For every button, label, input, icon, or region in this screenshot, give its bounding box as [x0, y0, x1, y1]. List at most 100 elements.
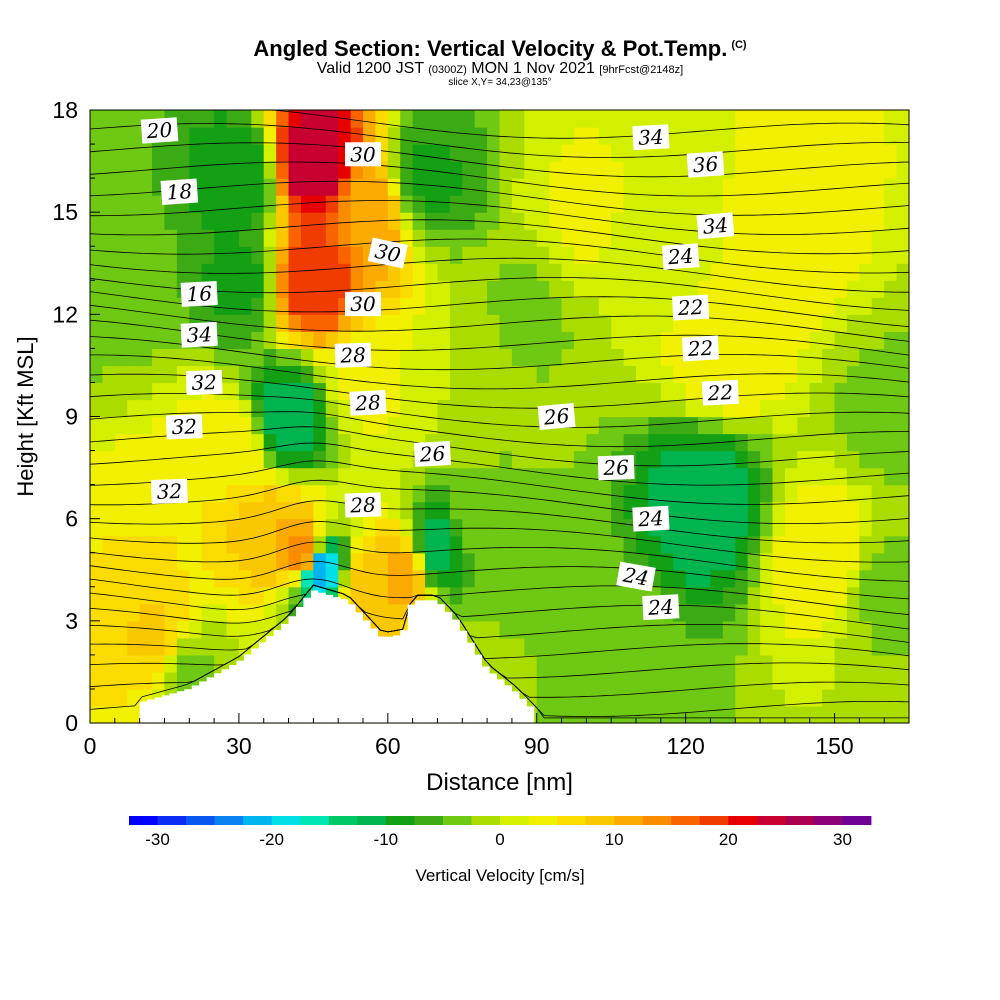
heatmap-cell	[487, 484, 501, 503]
heatmap-cell	[214, 637, 228, 656]
contour-label-text: 22	[686, 336, 714, 361]
chart-subtitle: Valid 1200 JST (0300Z) MON 1 Nov 2021 [9…	[0, 61, 1000, 78]
heatmap-cell	[238, 195, 252, 213]
heatmap-cell	[276, 161, 290, 179]
heatmap-cell	[561, 433, 575, 452]
heatmap-cell	[660, 314, 674, 332]
heatmap-cell	[722, 263, 736, 281]
heatmap-cell	[263, 195, 277, 213]
heatmap-cell	[896, 637, 910, 656]
heatmap-cell	[735, 246, 749, 264]
heatmap-cell	[549, 314, 563, 332]
heatmap-cell	[524, 637, 538, 656]
heatmap-cell	[300, 518, 314, 537]
heatmap-cell	[809, 382, 823, 401]
heatmap-cell	[114, 467, 128, 486]
heatmap-cell	[797, 637, 811, 656]
heatmap-cell	[623, 314, 637, 332]
heatmap-cell	[735, 195, 749, 213]
heatmap-cell	[871, 671, 885, 690]
heatmap-cell	[164, 212, 178, 230]
heatmap-cell	[698, 569, 712, 588]
heatmap-cell	[102, 705, 116, 724]
heatmap-cell	[586, 246, 600, 264]
heatmap-cell	[300, 229, 314, 247]
heatmap-cell	[660, 110, 674, 128]
heatmap-cell	[636, 110, 650, 128]
heatmap-cell	[611, 484, 625, 503]
heatmap-cell	[524, 603, 538, 622]
title-text: Angled Section: Vertical Velocity & Pot.…	[253, 36, 728, 61]
heatmap-cell	[561, 110, 575, 128]
heatmap-cell	[164, 280, 178, 298]
heatmap-cell	[809, 348, 823, 367]
heatmap-cell	[573, 399, 587, 418]
contour-label: 16	[180, 280, 218, 307]
contour-label-text: 30	[350, 142, 376, 166]
heatmap-cell	[276, 280, 290, 298]
heatmap-cell	[499, 654, 513, 673]
heatmap-cell	[499, 484, 513, 503]
heatmap-cell	[636, 314, 650, 332]
heatmap-cell	[288, 484, 302, 503]
heatmap-cell	[698, 280, 712, 298]
heatmap-cell	[760, 450, 774, 469]
heatmap-cell	[859, 212, 873, 230]
heatmap-cell	[871, 552, 885, 571]
heatmap-cell	[871, 246, 885, 264]
heatmap-cell	[400, 263, 414, 281]
heatmap-cell	[611, 263, 625, 281]
heatmap-cell	[536, 603, 550, 622]
heatmap-cell	[189, 212, 203, 230]
heatmap-cell	[573, 467, 587, 486]
heatmap-cell	[487, 569, 501, 588]
heatmap-cell	[338, 450, 352, 469]
heatmap-cell	[263, 110, 277, 128]
heatmap-cell	[300, 161, 314, 179]
heatmap-cell	[735, 144, 749, 162]
valid-date: MON 1 Nov 2021	[471, 60, 595, 77]
heatmap-cell	[300, 348, 314, 367]
heatmap-cell	[871, 161, 885, 179]
contour-label-box	[537, 402, 576, 431]
heatmap-cell	[747, 552, 761, 571]
heatmap-cell	[698, 603, 712, 622]
heatmap-cell	[400, 212, 414, 230]
theta-contour-line	[90, 584, 910, 679]
heatmap-cell	[636, 399, 650, 418]
heatmap-cell	[536, 654, 550, 673]
heatmap-cell	[846, 620, 860, 639]
heatmap-cell	[822, 178, 836, 196]
heatmap-cell	[747, 688, 761, 707]
heatmap-cell	[139, 399, 153, 418]
heatmap-cell	[561, 450, 575, 469]
heatmap-cell	[586, 144, 600, 162]
heatmap-cell	[561, 688, 575, 707]
heatmap-cell	[586, 501, 600, 520]
heatmap-cell	[673, 620, 687, 639]
heatmap-cell	[859, 705, 873, 724]
heatmap-cell	[685, 654, 699, 673]
heatmap-cell	[871, 280, 885, 298]
heatmap-cell	[300, 212, 314, 230]
heatmap-cell	[660, 671, 674, 690]
heatmap-cell	[573, 110, 587, 128]
heatmap-cell	[400, 110, 414, 128]
heatmap-cell	[896, 195, 910, 213]
theta-contour-line	[89, 426, 910, 467]
heatmap-cell	[797, 178, 811, 196]
heatmap-cell	[747, 569, 761, 588]
heatmap-cell	[822, 586, 836, 605]
heatmap-cell	[102, 331, 116, 349]
heatmap-cell	[896, 688, 910, 707]
heatmap-cell	[673, 178, 687, 196]
heatmap-cell	[238, 110, 252, 128]
heatmap-cell	[226, 280, 240, 298]
heatmap-cell	[400, 467, 414, 486]
heatmap-cell	[797, 586, 811, 605]
heatmap-cell	[586, 450, 600, 469]
heatmap-cell	[822, 603, 836, 622]
heatmap-cell	[511, 467, 525, 486]
heatmap-cell	[437, 229, 451, 247]
x-tick-label: 90	[524, 733, 550, 759]
